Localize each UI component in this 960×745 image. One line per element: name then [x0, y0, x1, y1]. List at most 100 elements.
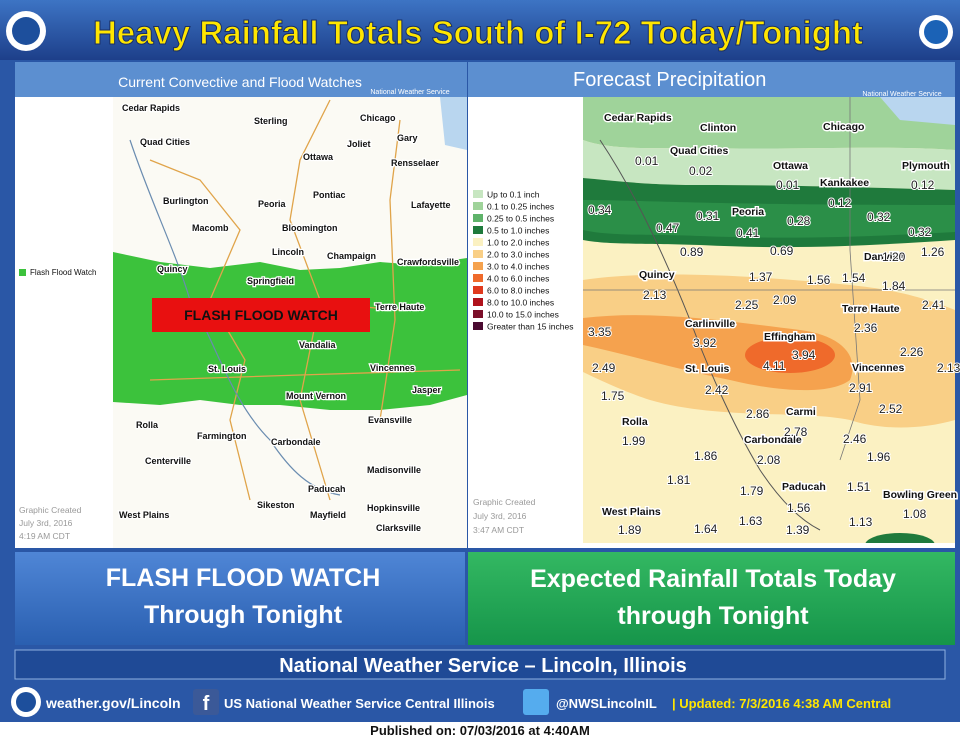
header-band: [0, 0, 960, 60]
precip-value: 1.86: [694, 449, 718, 463]
precip-value: 2.52: [879, 402, 903, 416]
city-label: Terre Haute: [842, 303, 900, 315]
created: 4:19 AM CDT: [19, 531, 70, 541]
legend-swatch: [473, 274, 483, 282]
precip-value: 3.35: [588, 325, 612, 339]
legend-label: Greater than 15 inches: [487, 322, 573, 332]
precip-value: 0.32: [867, 210, 891, 224]
city-label: Farmington: [197, 431, 247, 441]
city-label: Paducah: [782, 481, 826, 493]
precip-value: 0.31: [696, 209, 720, 223]
precip-value: 0.32: [908, 225, 932, 239]
city-label: St. Louis: [685, 363, 729, 375]
credit: National Weather Service: [370, 89, 449, 96]
office: National Weather Service – Lincoln, Illi…: [279, 655, 687, 677]
precip-value: 0.28: [787, 214, 811, 228]
city-label: Quincy: [639, 269, 675, 281]
precip-value: 3.94: [792, 348, 816, 362]
precip-value: 0.89: [680, 245, 704, 259]
precip-value: 2.13: [643, 288, 667, 302]
left-panel: [15, 552, 465, 645]
precip-value: 4.11: [763, 359, 786, 373]
city-label: Clarksville: [376, 523, 421, 533]
city-label: Crawfordsville: [397, 257, 459, 267]
legend-label: 0.25 to 0.5 inches: [487, 214, 554, 224]
legend-label: 10.0 to 15.0 inches: [487, 310, 559, 320]
city-label: Quad Cities: [140, 137, 190, 147]
city-label: Carbondale: [271, 437, 321, 447]
legend-swatch: [473, 202, 483, 210]
band: [865, 533, 935, 543]
city-label: Lincoln: [272, 247, 304, 257]
city-label: West Plains: [119, 510, 169, 520]
precip-value: 2.42: [705, 383, 729, 397]
city-label: Peoria: [732, 206, 764, 218]
legend-label: 0.1 to 0.25 inches: [487, 202, 554, 212]
city-label: Terre Haute: [375, 302, 424, 312]
published: Published on: 07/03/2016 at 4:40AM: [370, 723, 590, 738]
precip-value: 0.69: [770, 244, 794, 258]
nws-logo-inner: [16, 692, 36, 712]
city-label: Hopkinsville: [367, 503, 420, 513]
city-label: Ottawa: [303, 152, 334, 162]
website[interactable]: weather.gov/Lincoln: [45, 695, 181, 711]
precip-value: 1.37: [749, 270, 773, 284]
precip-value: 1.81: [667, 473, 691, 487]
left-map-title: Current Convective and Flood Watches: [118, 74, 362, 90]
precip-value: 2.46: [843, 432, 867, 446]
precip-value: 2.08: [757, 453, 781, 467]
city-label: Pontiac: [313, 190, 346, 200]
twitter[interactable]: @NWSLincolnIL: [556, 696, 657, 711]
legend-swatch: [473, 238, 483, 246]
precip-value: 0.34: [588, 203, 612, 217]
noaa-logo-inner: [924, 20, 948, 44]
precip-value: 1.39: [786, 523, 810, 537]
city-label: Madisonville: [367, 465, 421, 475]
city-label: West Plains: [602, 506, 661, 518]
band: [583, 97, 955, 150]
city-label: Champaign: [327, 251, 376, 261]
city-label: Clinton: [700, 122, 736, 134]
legend-swatch: [473, 310, 483, 318]
city-label: Carbondale: [744, 434, 802, 446]
precip-value: 1.54: [842, 271, 866, 285]
legend-swatch: [19, 269, 26, 276]
credit: National Weather Service: [862, 91, 941, 98]
city-label: Plymouth: [902, 160, 950, 172]
legend-label: 3.0 to 4.0 inches: [487, 262, 549, 272]
precip-value: 2.09: [773, 293, 797, 307]
watch-box: [152, 298, 370, 332]
city-label: Carmi: [786, 406, 816, 418]
precip-value: 0.12: [828, 196, 852, 210]
legend-label: 8.0 to 10.0 inches: [487, 298, 554, 308]
city-label: Chicago: [360, 113, 396, 123]
precip-value: 2.26: [900, 345, 924, 359]
nws-logo-inner: [12, 17, 40, 45]
legend-label: Flash Flood Watch: [30, 268, 96, 277]
city-label: Vandalia: [299, 340, 337, 350]
facebook-icon: [193, 689, 219, 715]
precip-value: 1.75: [601, 389, 625, 403]
city-label: Mount Vernon: [286, 391, 346, 401]
city-label: Sikeston: [257, 500, 295, 510]
precip-value: 1.89: [618, 523, 642, 537]
right-map-title: Forecast Precipitation: [573, 69, 766, 91]
legend-label: 4.0 to 6.0 inches: [487, 274, 549, 284]
precip-value: 2.41: [922, 298, 946, 312]
panel-text: through Tonight: [617, 602, 809, 630]
city-label: Peoria: [258, 199, 287, 209]
legend-swatch: [473, 322, 483, 330]
legend-swatch: [473, 226, 483, 234]
precip-value: 1.56: [807, 273, 831, 287]
precip-value: 1.63: [739, 514, 763, 528]
river: [129, 139, 341, 496]
lake: [440, 97, 467, 150]
facebook[interactable]: US National Weather Service Central Illi…: [224, 696, 495, 711]
city-label: Effingham: [764, 331, 815, 343]
city-label: Kankakee: [820, 177, 869, 189]
band: [583, 200, 955, 238]
precip-value: 0.01: [635, 154, 659, 168]
city-label: Quincy: [157, 264, 188, 274]
city-label: Lafayette: [411, 200, 451, 210]
city-label: Gary: [397, 133, 418, 143]
